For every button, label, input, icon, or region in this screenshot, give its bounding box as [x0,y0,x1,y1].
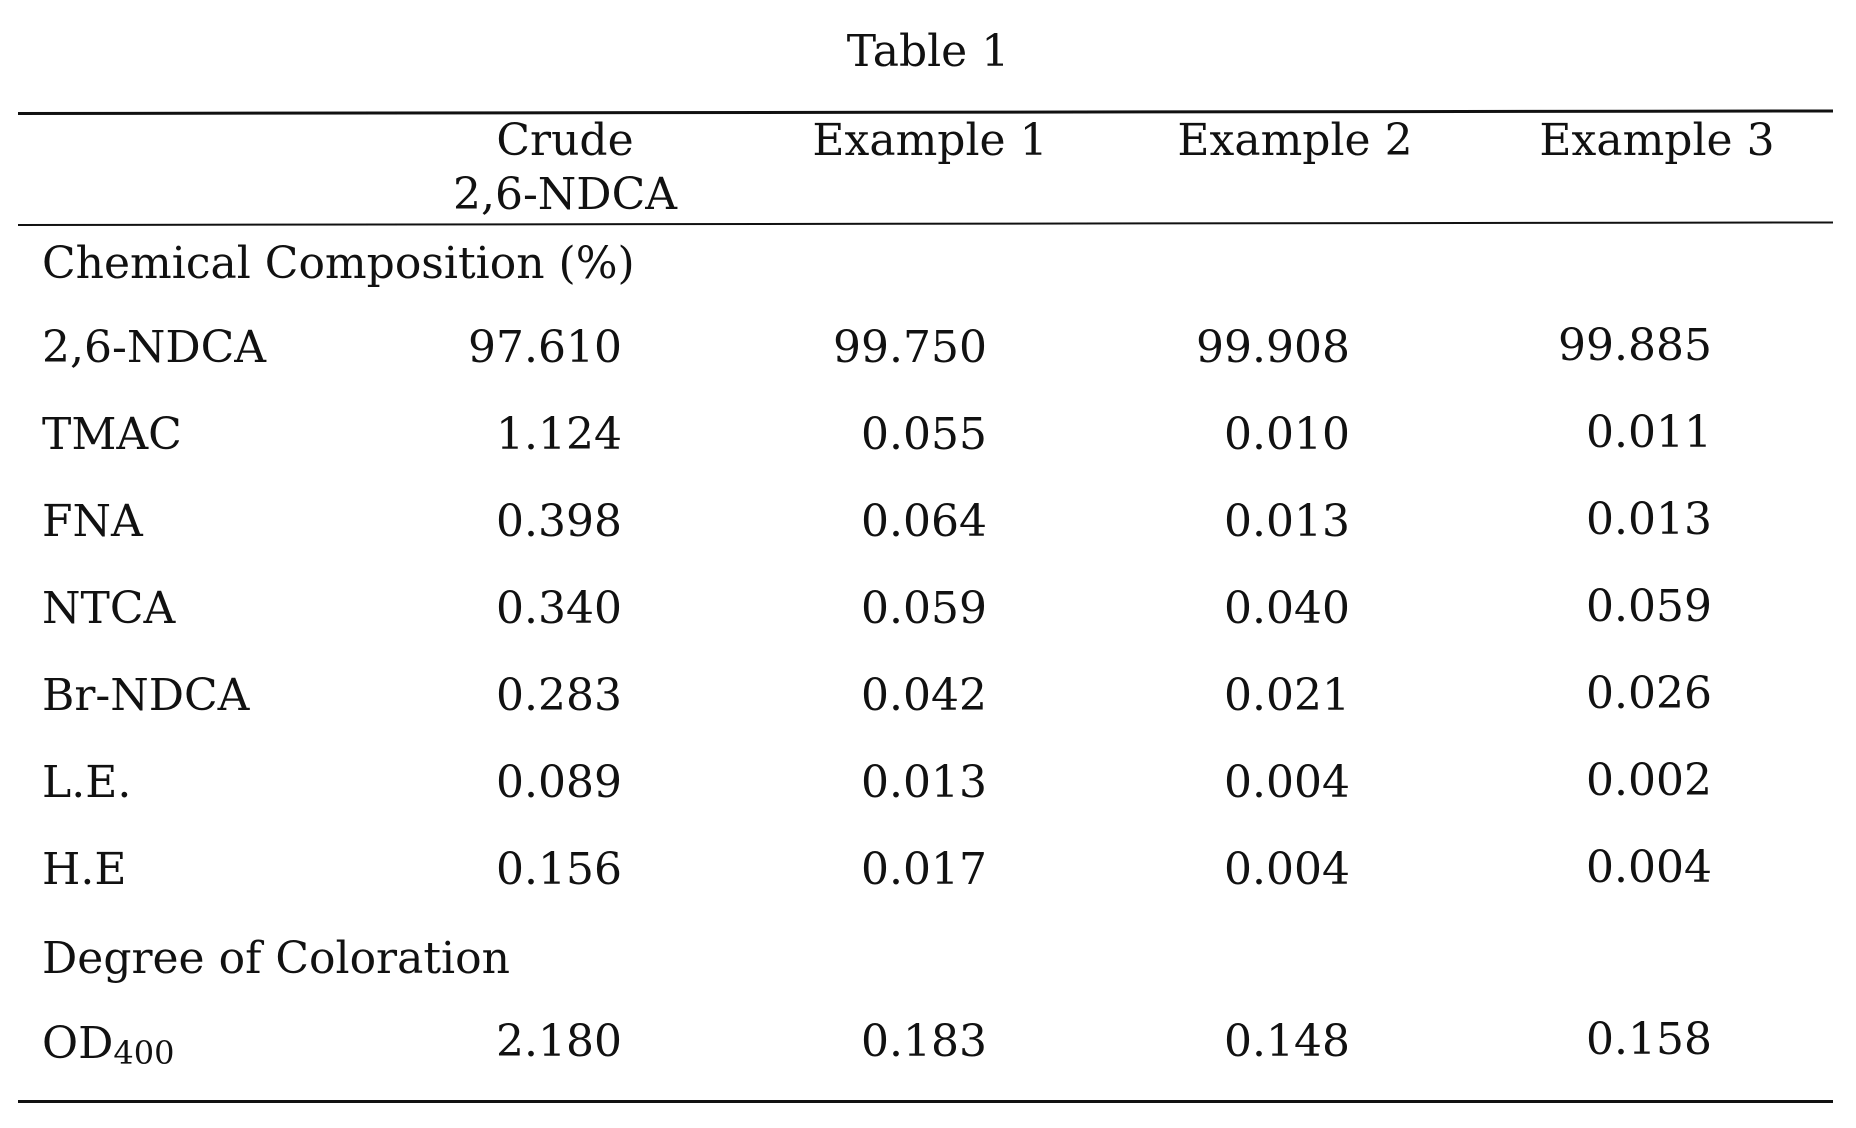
column-header-example-3: Example 3 [1527,114,1787,168]
column-header-line: 2,6-NDCA [450,168,680,222]
row-label-text: OD [42,1018,113,1069]
column-header-line: Example 3 [1527,114,1787,168]
table-cell: 0.340 [422,583,622,634]
table-bottom-rule [18,1100,1833,1103]
table-cell: 2.180 [422,1016,622,1067]
row-label: L.E. [42,757,131,808]
table-cell: 0.059 [1512,581,1712,632]
row-label-od400: OD400 [42,1018,174,1072]
row-label: TMAC [42,409,182,460]
table-cell: 0.283 [422,670,622,721]
section-label-chemical-composition: Chemical Composition (%) [42,238,635,289]
table-cell: 0.010 [1150,409,1350,460]
column-header-example-1: Example 1 [800,114,1060,168]
section-label-degree-of-coloration: Degree of Coloration [42,933,510,984]
table-cell: 0.055 [787,409,987,460]
column-header-example-2: Example 2 [1165,114,1425,168]
table-cell: 0.013 [787,757,987,808]
table-cell: 0.158 [1512,1014,1712,1065]
row-label: H.E [42,844,126,895]
table-cell: 0.064 [787,496,987,547]
table-cell: 99.750 [787,322,987,373]
table-cell: 0.011 [1512,407,1712,458]
table-cell: 0.021 [1150,670,1350,721]
table-cell: 0.017 [787,844,987,895]
column-header-crude: Crude 2,6-NDCA [450,114,680,222]
table-cell: 0.004 [1512,842,1712,893]
table-cell: 0.183 [787,1016,987,1067]
table-cell: 97.610 [422,322,622,373]
table-cell: 0.089 [422,757,622,808]
table-cell: 0.026 [1512,668,1712,719]
table-cell: 0.004 [1150,757,1350,808]
table-cell: 0.398 [422,496,622,547]
table-cell: 0.002 [1512,755,1712,806]
table-cell: 0.013 [1512,494,1712,545]
column-header-line: Example 1 [800,114,1060,168]
table-cell: 0.013 [1150,496,1350,547]
table-cell: 99.885 [1512,320,1712,371]
column-header-line: Crude [450,114,680,168]
row-label: NTCA [42,583,175,634]
table-cell: 99.908 [1150,322,1350,373]
column-header-line: Example 2 [1165,114,1425,168]
table-cell: 1.124 [422,409,622,460]
table-cell: 0.004 [1150,844,1350,895]
table-cell: 0.148 [1150,1016,1350,1067]
table-title: Table 1 [0,26,1856,77]
table-cell: 0.059 [787,583,987,634]
table-cell: 0.042 [787,670,987,721]
table-header-rule [18,221,1833,226]
row-label: Br-NDCA [42,670,249,721]
table-cell: 0.040 [1150,583,1350,634]
row-label: FNA [42,496,143,547]
table-cell: 0.156 [422,844,622,895]
row-label: 2,6-NDCA [42,322,266,373]
row-label-subscript: 400 [113,1034,174,1072]
